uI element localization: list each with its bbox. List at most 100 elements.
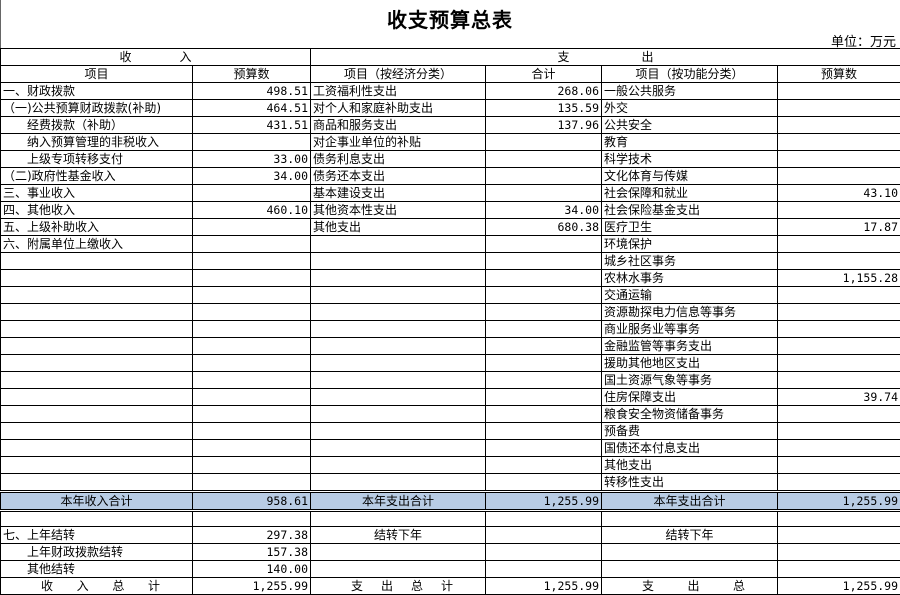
cell[interactable] bbox=[1, 457, 193, 474]
cell[interactable] bbox=[486, 236, 602, 253]
cell[interactable]: 粮食安全物资储备事务 bbox=[602, 406, 778, 423]
cell[interactable] bbox=[486, 168, 602, 185]
cell[interactable] bbox=[311, 372, 486, 389]
cell[interactable] bbox=[1, 474, 193, 492]
cell[interactable] bbox=[1, 389, 193, 406]
cell[interactable] bbox=[602, 561, 778, 578]
grand-expense[interactable]: 1,255.99 bbox=[486, 578, 602, 595]
grand-func[interactable]: 1,255.99 bbox=[778, 578, 900, 595]
cell[interactable]: 39.74 bbox=[778, 389, 900, 406]
cell[interactable] bbox=[1, 372, 193, 389]
cell[interactable]: 住房保障支出 bbox=[602, 389, 778, 406]
cell[interactable]: 其他支出 bbox=[311, 219, 486, 236]
cell[interactable] bbox=[193, 270, 311, 287]
cell[interactable] bbox=[486, 338, 602, 355]
cell[interactable]: 环境保护 bbox=[602, 236, 778, 253]
cell[interactable] bbox=[193, 253, 311, 270]
total-func[interactable]: 1,255.99 bbox=[778, 492, 900, 511]
cell[interactable] bbox=[193, 389, 311, 406]
cell[interactable] bbox=[778, 511, 900, 527]
cell[interactable] bbox=[778, 151, 900, 168]
cell[interactable]: 135.59 bbox=[486, 100, 602, 117]
cell[interactable]: 对个人和家庭补助支出 bbox=[311, 100, 486, 117]
cell[interactable] bbox=[778, 168, 900, 185]
cell[interactable] bbox=[602, 511, 778, 527]
cell[interactable]: 商业服务业等事务 bbox=[602, 321, 778, 338]
cell[interactable] bbox=[193, 321, 311, 338]
cell[interactable] bbox=[486, 389, 602, 406]
cell[interactable]: 157.38 bbox=[193, 544, 311, 561]
cell[interactable]: 297.38 bbox=[193, 527, 311, 544]
cell[interactable] bbox=[778, 474, 900, 492]
cell[interactable]: 对企事业单位的补贴 bbox=[311, 134, 486, 151]
cell[interactable] bbox=[778, 423, 900, 440]
cell[interactable] bbox=[778, 287, 900, 304]
cell[interactable] bbox=[778, 457, 900, 474]
cell[interactable] bbox=[778, 117, 900, 134]
cell[interactable]: 431.51 bbox=[193, 117, 311, 134]
cell[interactable] bbox=[486, 270, 602, 287]
cell[interactable] bbox=[778, 440, 900, 457]
cell[interactable]: 工资福利性支出 bbox=[311, 83, 486, 100]
cell[interactable]: 援助其他地区支出 bbox=[602, 355, 778, 372]
cell[interactable] bbox=[486, 134, 602, 151]
cell[interactable] bbox=[193, 304, 311, 321]
grand-expense-label[interactable]: 支出总计 bbox=[311, 578, 486, 595]
cell[interactable] bbox=[602, 544, 778, 561]
cell[interactable] bbox=[193, 440, 311, 457]
cell[interactable] bbox=[311, 389, 486, 406]
cell[interactable]: 140.00 bbox=[193, 561, 311, 578]
cell[interactable] bbox=[1, 423, 193, 440]
cell[interactable] bbox=[778, 83, 900, 100]
cell[interactable]: 医疗卫生 bbox=[602, 219, 778, 236]
cell[interactable]: 国土资源气象等事务 bbox=[602, 372, 778, 389]
cell[interactable] bbox=[778, 355, 900, 372]
cell[interactable] bbox=[486, 372, 602, 389]
cell[interactable] bbox=[778, 134, 900, 151]
cell[interactable]: 资源勘探电力信息等事务 bbox=[602, 304, 778, 321]
cell[interactable] bbox=[311, 253, 486, 270]
cell[interactable] bbox=[486, 511, 602, 527]
cell[interactable]: （一)公共预算财政拨款(补助) bbox=[1, 100, 193, 117]
total-expense[interactable]: 1,255.99 bbox=[486, 492, 602, 511]
cell[interactable] bbox=[778, 100, 900, 117]
cell[interactable]: 结转下年 bbox=[602, 527, 778, 544]
cell[interactable]: 经费拨款（补助） bbox=[1, 117, 193, 134]
grand-income-label[interactable]: 收入总计 bbox=[1, 578, 193, 595]
cell[interactable] bbox=[311, 561, 486, 578]
cell[interactable]: 预备费 bbox=[602, 423, 778, 440]
cell[interactable]: 外交 bbox=[602, 100, 778, 117]
cell[interactable]: 34.00 bbox=[486, 202, 602, 219]
cell[interactable]: 六、附属单位上缴收入 bbox=[1, 236, 193, 253]
cell[interactable] bbox=[311, 304, 486, 321]
cell[interactable] bbox=[311, 406, 486, 423]
cell[interactable]: 科学技术 bbox=[602, 151, 778, 168]
cell[interactable]: 五、上级补助收入 bbox=[1, 219, 193, 236]
total-income[interactable]: 958.61 bbox=[193, 492, 311, 511]
cell[interactable] bbox=[778, 321, 900, 338]
cell[interactable] bbox=[1, 440, 193, 457]
cell[interactable] bbox=[486, 287, 602, 304]
cell[interactable]: 268.06 bbox=[486, 83, 602, 100]
cell[interactable]: 其他资本性支出 bbox=[311, 202, 486, 219]
cell[interactable] bbox=[486, 561, 602, 578]
cell[interactable]: 498.51 bbox=[193, 83, 311, 100]
cell[interactable]: 结转下年 bbox=[311, 527, 486, 544]
cell[interactable] bbox=[311, 355, 486, 372]
cell[interactable] bbox=[1, 253, 193, 270]
cell[interactable] bbox=[778, 253, 900, 270]
cell[interactable]: （二)政府性基金收入 bbox=[1, 168, 193, 185]
cell[interactable] bbox=[311, 287, 486, 304]
cell[interactable]: 680.38 bbox=[486, 219, 602, 236]
cell[interactable]: 文化体育与传媒 bbox=[602, 168, 778, 185]
total-func-label[interactable]: 本年支出合计 bbox=[602, 492, 778, 511]
cell[interactable]: 社会保障和就业 bbox=[602, 185, 778, 202]
cell[interactable] bbox=[778, 304, 900, 321]
cell[interactable]: 债务利息支出 bbox=[311, 151, 486, 168]
cell[interactable] bbox=[193, 287, 311, 304]
cell[interactable] bbox=[311, 321, 486, 338]
cell[interactable] bbox=[486, 355, 602, 372]
cell[interactable] bbox=[1, 321, 193, 338]
cell[interactable] bbox=[193, 219, 311, 236]
cell[interactable]: 国债还本付息支出 bbox=[602, 440, 778, 457]
